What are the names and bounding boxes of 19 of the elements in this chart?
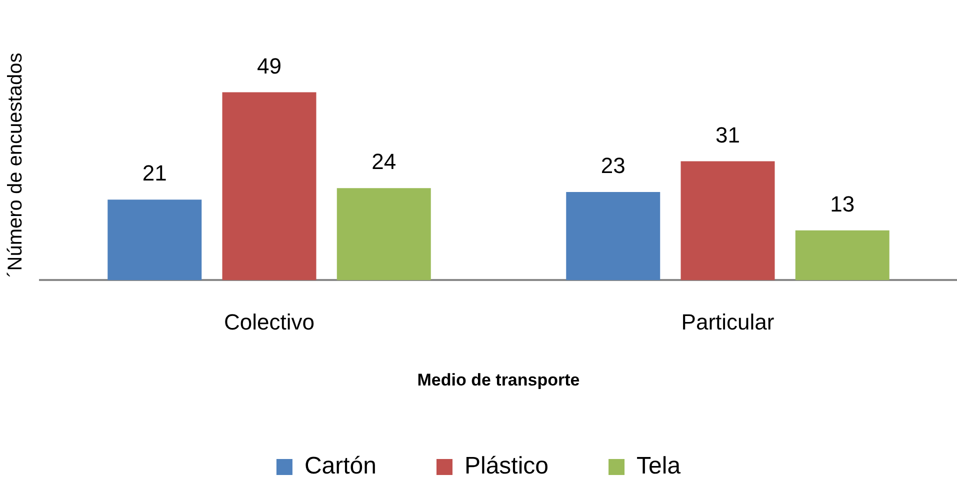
x-tick-label: Particular bbox=[681, 309, 774, 334]
bar bbox=[222, 92, 316, 280]
data-label: 24 bbox=[372, 149, 396, 174]
bar bbox=[680, 161, 775, 280]
legend-label: Plástico bbox=[464, 452, 549, 480]
bar bbox=[336, 188, 431, 280]
data-label: 21 bbox=[142, 160, 167, 186]
data-label: 49 bbox=[257, 53, 282, 78]
data-label: 13 bbox=[830, 191, 855, 216]
bar bbox=[795, 230, 890, 280]
x-tick-label: Colectivo bbox=[224, 309, 314, 334]
data-label: 23 bbox=[600, 153, 626, 178]
y-axis-title: ´Número de encuestados bbox=[4, 52, 27, 278]
bar bbox=[566, 192, 660, 280]
bar bbox=[108, 200, 202, 280]
x-axis-title: Medio de transporte bbox=[417, 370, 580, 390]
data-label: 31 bbox=[716, 122, 740, 148]
legend-label: Cartón bbox=[304, 452, 376, 480]
legend-label: Tela bbox=[636, 452, 682, 480]
